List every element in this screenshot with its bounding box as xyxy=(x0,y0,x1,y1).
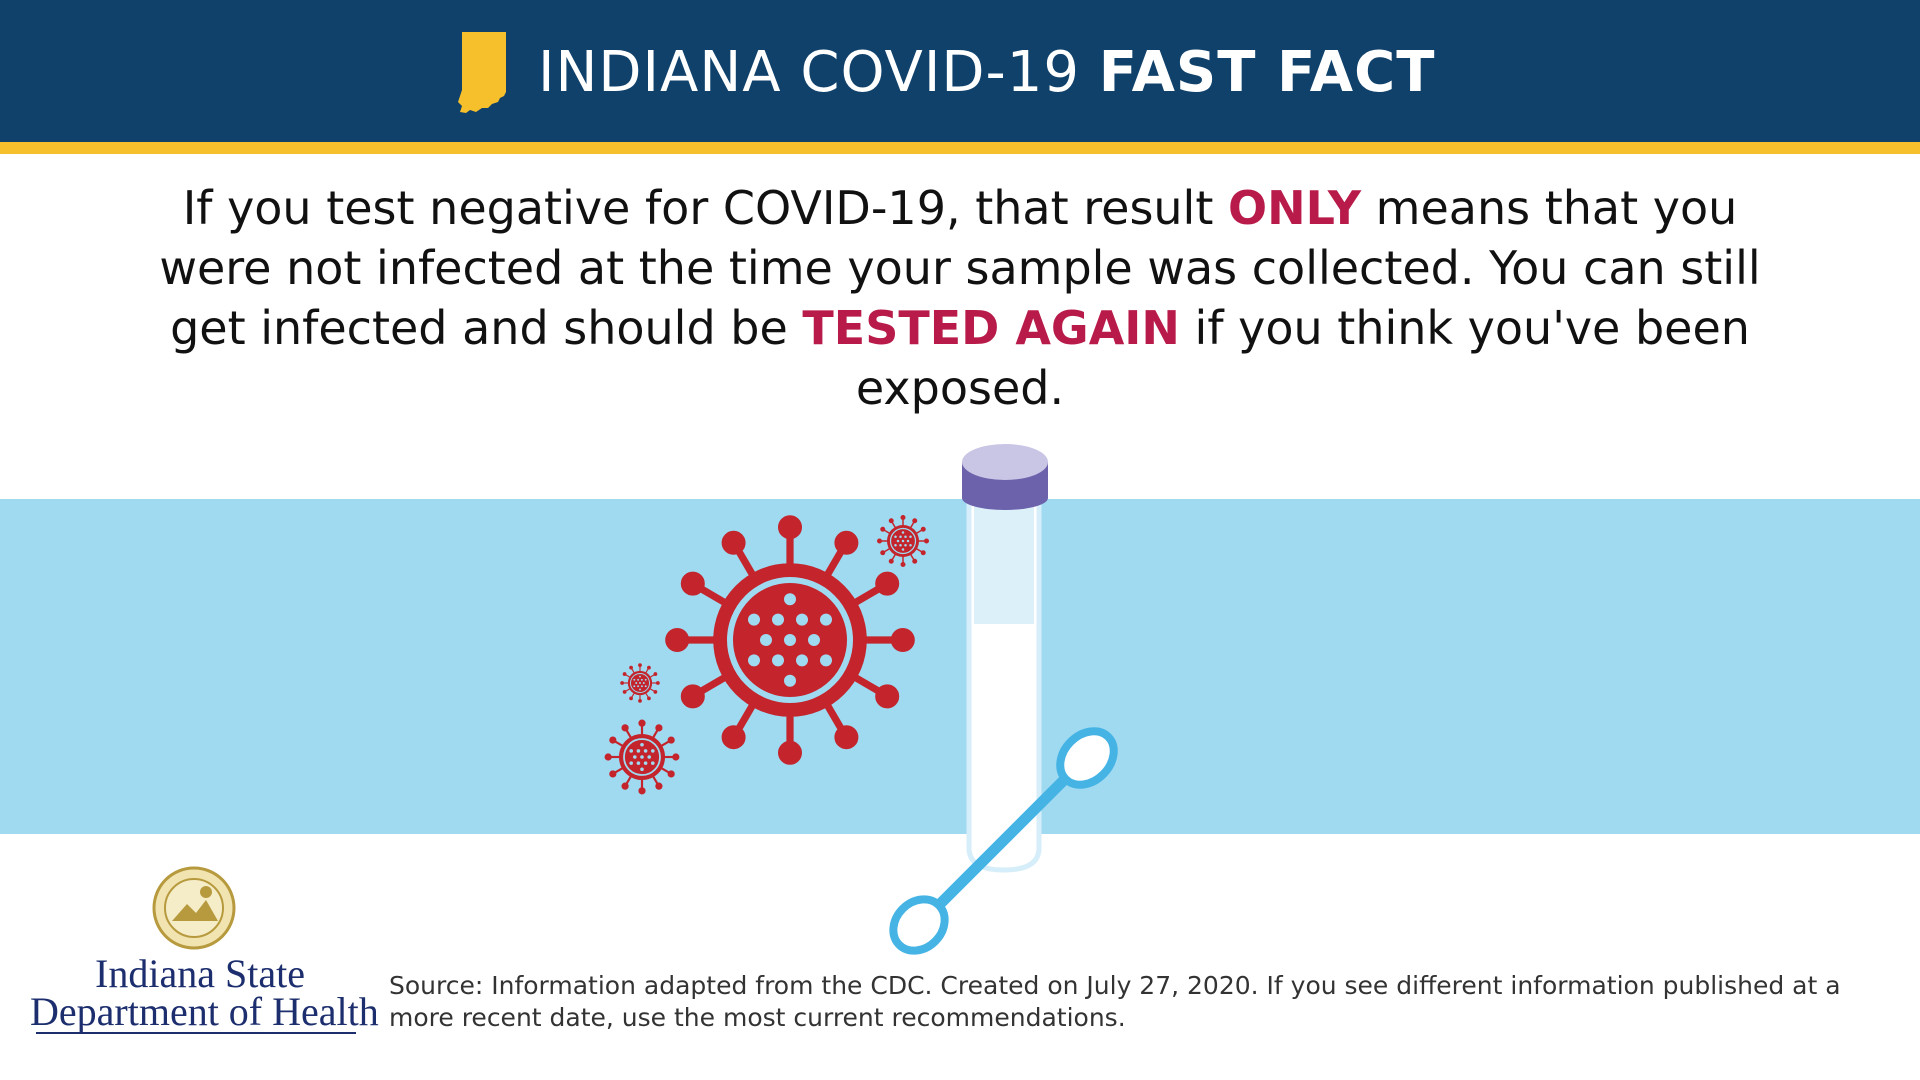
message-text: If you test negative for COVID-19, that … xyxy=(182,181,1228,235)
indiana-state-shape-icon xyxy=(458,32,506,113)
header-stripe xyxy=(0,142,1920,154)
header-banner: INDIANA COVID-19 FAST FACT xyxy=(0,0,1920,142)
message-emphasis-only: ONLY xyxy=(1228,181,1362,235)
message-text: means that you were not infected at the … xyxy=(159,181,1761,355)
fast-fact-message: If you test negative for COVID-19, that … xyxy=(140,178,1780,418)
isdh-logo: Indiana State Department of Health xyxy=(30,862,379,1042)
page-title: INDIANA COVID-19 FAST FACT xyxy=(538,36,1435,110)
state-seal-icon xyxy=(152,866,236,950)
title-bold: FAST FACT xyxy=(1098,40,1436,105)
test-tube-icon xyxy=(962,444,1048,873)
logo-underline xyxy=(36,1032,356,1034)
logo-text-line1: Indiana State xyxy=(95,951,305,996)
message-text: if you think you've been exposed. xyxy=(855,301,1750,415)
coronavirus-icon xyxy=(606,516,929,794)
swab-icon xyxy=(889,727,1118,955)
source-note: Source: Information adapted from the CDC… xyxy=(389,971,1841,1032)
logo-text-line2: Department of Health xyxy=(30,989,379,1034)
message-emphasis-tested-again: TESTED AGAIN xyxy=(802,301,1180,355)
illustration-band xyxy=(0,499,1920,834)
title-regular: INDIANA COVID-19 xyxy=(538,40,1099,105)
